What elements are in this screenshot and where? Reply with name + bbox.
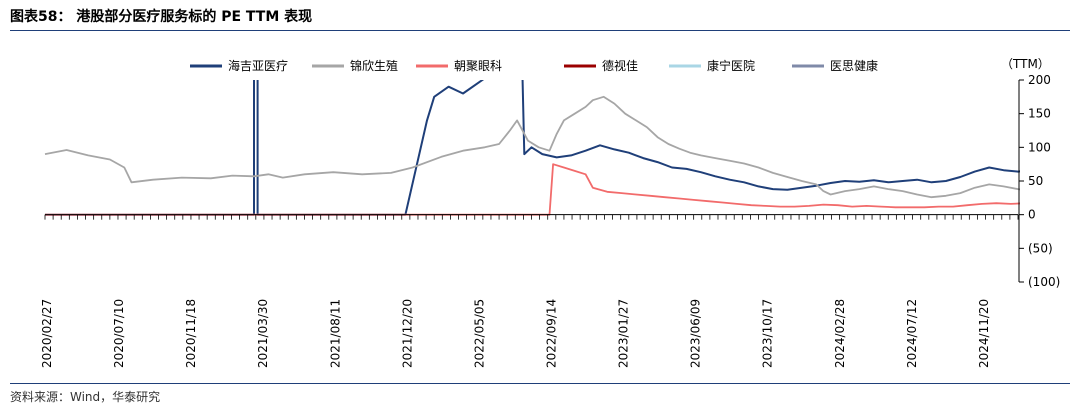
x-tick-label: 2022/05/05 bbox=[472, 299, 486, 368]
x-tick-label: 2020/07/10 bbox=[112, 299, 126, 368]
legend-label-6: 医思健康 bbox=[830, 58, 878, 73]
x-tick-label: 2020/11/18 bbox=[184, 299, 198, 368]
series-layer bbox=[44, 80, 1020, 216]
chart-axes: 200 150 100 50 0 (50) (100) 2020/02/27 2020/07/1… bbox=[40, 73, 1060, 368]
figure-title: 图表58： 港股部分医疗服务标的 PE TTM 表现 bbox=[10, 9, 313, 25]
x-tick-label: 2022/09/14 bbox=[545, 299, 559, 368]
x-tick-label: 2020/02/27 bbox=[40, 299, 54, 368]
x-tick-label: 2023/10/17 bbox=[761, 299, 775, 368]
x-tick-label: 2023/06/09 bbox=[689, 299, 703, 368]
y-tick-label: 200 bbox=[1028, 73, 1051, 87]
series-line-3 bbox=[45, 163, 1020, 216]
series-line-1 bbox=[45, 80, 1020, 216]
y-tick-label: (50) bbox=[1028, 241, 1053, 255]
x-tick-label: 2023/01/27 bbox=[617, 299, 631, 368]
x-tick-label: 2024/11/20 bbox=[977, 299, 991, 368]
legend-label-2: 锦欣生殖 bbox=[350, 58, 398, 73]
y-tick-label: 150 bbox=[1028, 107, 1051, 121]
source-note: 资料来源：Wind，华泰研究 bbox=[10, 390, 161, 404]
x-tick-label: 2021/03/30 bbox=[256, 299, 270, 368]
x-tick-label: 2021/08/11 bbox=[328, 299, 342, 368]
chart-legend: 海吉亚医疗 锦欣生殖 朝聚眼科 德视佳 康宁医院 医思健康 bbox=[190, 58, 878, 73]
y-axis-unit-label: （TTM） bbox=[1001, 57, 1050, 71]
legend-label-4: 德视佳 bbox=[602, 58, 638, 73]
x-tick-label: 2021/12/20 bbox=[400, 299, 414, 368]
y-tick-label: 50 bbox=[1028, 174, 1043, 188]
x-tick-label: 2024/07/12 bbox=[905, 299, 919, 368]
legend-label-1: 海吉亚医疗 bbox=[228, 58, 288, 73]
series-line-2 bbox=[44, 95, 1020, 199]
y-tick-label: (100) bbox=[1028, 275, 1060, 289]
y-tick-label: 0 bbox=[1028, 208, 1036, 222]
legend-label-3: 朝聚眼科 bbox=[454, 59, 502, 73]
source-divider bbox=[10, 383, 1070, 384]
x-tick-label: 2024/02/28 bbox=[833, 299, 847, 368]
title-divider bbox=[10, 30, 1070, 31]
y-tick-label: 100 bbox=[1028, 140, 1051, 154]
legend-label-5: 康宁医院 bbox=[707, 58, 755, 73]
